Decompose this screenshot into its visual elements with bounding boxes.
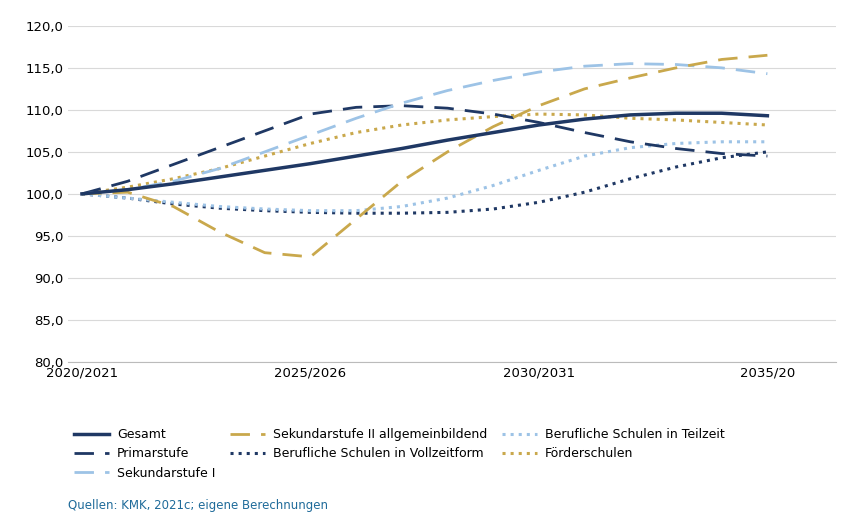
Text: Quellen: KMK, 2021c; eigene Berechnungen: Quellen: KMK, 2021c; eigene Berechnungen (68, 499, 328, 512)
Legend: Gesamt, Primarstufe, Sekundarstufe I, Sekundarstufe II allgemeinbildend, Berufli: Gesamt, Primarstufe, Sekundarstufe I, Se… (74, 428, 723, 480)
